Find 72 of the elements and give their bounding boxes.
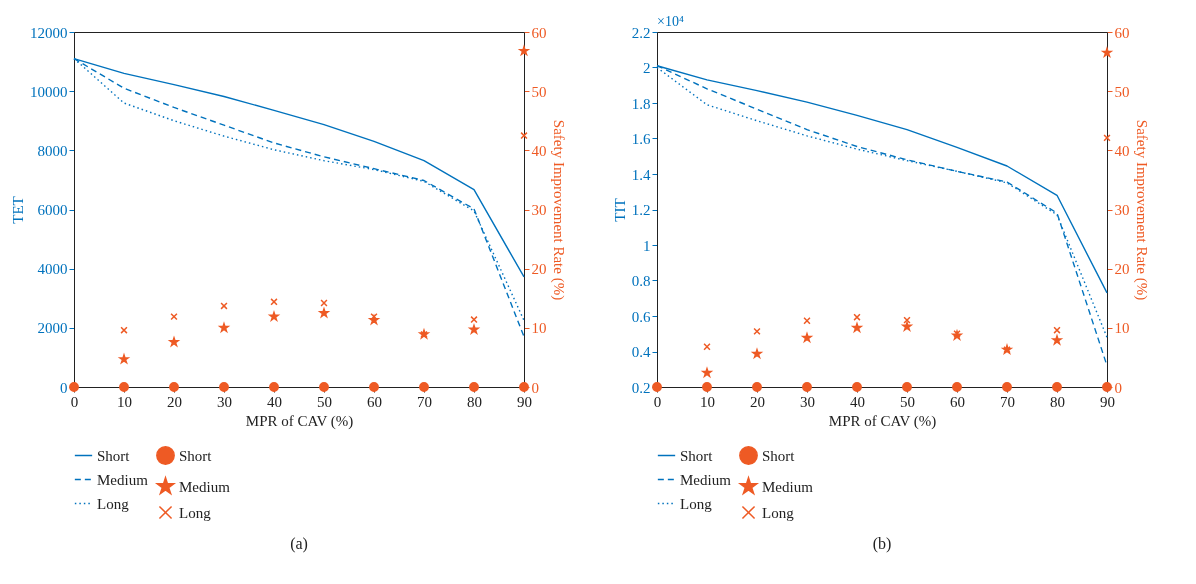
y-tick-label: 10000	[30, 83, 68, 100]
x-tick-label: 50	[900, 393, 915, 410]
y2-tick-label: 0	[531, 379, 539, 396]
y-tick-label: 1	[643, 237, 651, 254]
y2-tick-label: 50	[1114, 83, 1130, 100]
x-tick-label: 80	[467, 393, 482, 410]
y-tick-label: 1.2	[631, 202, 651, 218]
x-tick-label: 50	[317, 393, 332, 410]
legend-label: Medium	[179, 478, 231, 495]
y2-tick-label: 20	[1114, 261, 1130, 278]
y-tick-label: 2	[643, 60, 651, 76]
y2-tick-label: 40	[531, 142, 547, 159]
legend-label: Medium	[680, 471, 732, 488]
y-tick-label: 1.4	[631, 166, 651, 183]
text: (b)	[872, 535, 892, 553]
x-axis-title: MPR of CAV (%)	[828, 412, 937, 430]
x-tick-label: 60	[950, 393, 965, 410]
x-tick-label: 0	[70, 393, 79, 410]
y-tick-label: 6000	[37, 202, 68, 218]
x-tick-label: 40	[850, 393, 865, 410]
y2-tick-label: 10	[1114, 320, 1130, 337]
text: ×10⁴	[657, 14, 684, 29]
legend-label: Long	[680, 495, 713, 512]
text: (a)	[290, 535, 308, 553]
y-tick-label: 2.2	[631, 24, 651, 41]
y2-tick-label: 10	[531, 320, 547, 337]
legend-label: Long	[97, 495, 130, 512]
legend-label: Long	[179, 504, 212, 521]
y-tick-label: 0.4	[631, 344, 651, 360]
x-tick-label: 60	[367, 393, 382, 410]
y-tick-label: 0.2	[631, 379, 651, 396]
legend-label: Short	[762, 447, 796, 464]
y2-tick-label: 30	[531, 202, 547, 218]
x-tick-label: 90	[517, 393, 532, 410]
y2-tick-label: 60	[531, 24, 547, 41]
x-tick-label: 20	[750, 393, 765, 410]
y-tick-label: 0.8	[631, 273, 651, 289]
legend-label: Medium	[762, 478, 814, 495]
y2-tick-label: 50	[531, 83, 547, 100]
y2-axis-title: Safety Improvement Rate (%)	[549, 119, 567, 301]
legend-label: Short	[97, 447, 131, 464]
x-tick-label: 20	[167, 393, 182, 410]
y-tick-label: 2000	[37, 320, 68, 337]
x-tick-label: 70	[1000, 393, 1015, 410]
y2-axis-title: Safety Improvement Rate (%)	[1132, 119, 1150, 301]
x-tick-label: 40	[267, 393, 282, 410]
y2-tick-label: 0	[1114, 379, 1122, 396]
x-tick-label: 30	[217, 393, 232, 410]
x-tick-label: 80	[1050, 393, 1065, 410]
y-tick-label: 0	[60, 379, 68, 396]
x-tick-label: 70	[417, 393, 432, 410]
legend-label: Medium	[97, 471, 149, 488]
y-axis-title: TIT	[611, 198, 628, 222]
y2-tick-label: 20	[531, 261, 547, 278]
y-tick-label: 1.6	[631, 131, 651, 147]
x-tick-label: 90	[1100, 393, 1115, 410]
legend-label: Short	[680, 447, 714, 464]
y2-tick-label: 30	[1114, 202, 1130, 218]
legend-label: Short	[179, 447, 213, 464]
y2-tick-label: 60	[1114, 24, 1130, 41]
y-tick-label: 8000	[37, 142, 68, 159]
y-tick-label: 4000	[37, 261, 68, 278]
x-tick-label: 10	[117, 393, 132, 410]
y-tick-label: 12000	[30, 24, 68, 41]
x-axis-title: MPR of CAV (%)	[245, 412, 354, 430]
y-tick-label: 1.8	[631, 95, 651, 112]
x-tick-label: 30	[800, 393, 815, 410]
legend-label: Long	[762, 504, 795, 521]
y2-tick-label: 40	[1114, 142, 1130, 159]
x-tick-label: 10	[700, 393, 715, 410]
y-tick-label: 0.6	[631, 308, 651, 325]
y-axis-title: TET	[10, 196, 26, 224]
